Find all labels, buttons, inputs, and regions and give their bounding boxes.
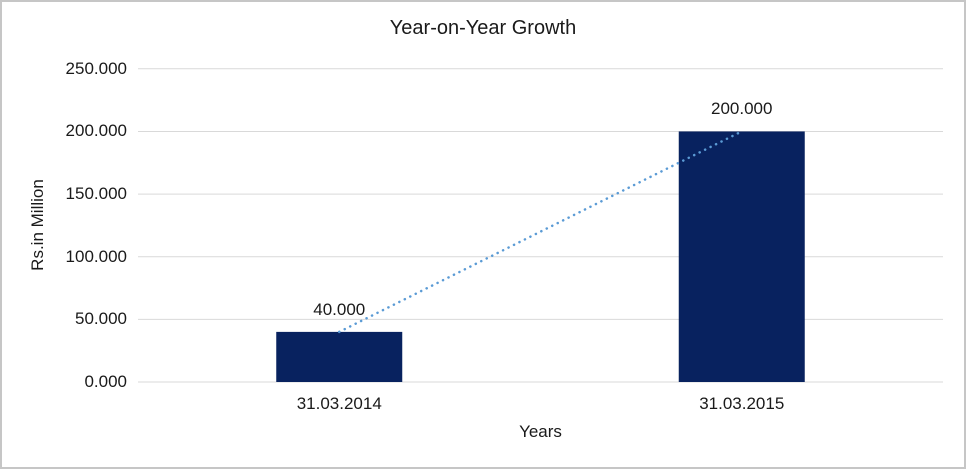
y-tick-label: 100.000	[65, 246, 127, 266]
y-tick-label: 150.000	[65, 184, 127, 204]
x-tick-label: 31.03.2014	[296, 394, 382, 413]
y-tick-label: 0.000	[84, 372, 127, 391]
bar-31.03.2015	[678, 131, 805, 382]
x-tick-label: 31.03.2015	[699, 394, 785, 413]
bar-data-label: 200.000	[711, 99, 773, 119]
x-axis-title: Years	[519, 422, 562, 441]
bar-31.03.2014	[276, 331, 403, 382]
y-tick-label: 200.000	[65, 121, 127, 141]
bar-data-label: 40.000	[313, 299, 366, 319]
trendline	[338, 130, 743, 334]
y-tick-label: 250.000	[65, 58, 127, 78]
y-tick-label: 50.000	[75, 309, 127, 329]
chart-title: Year-on-Year Growth	[389, 17, 577, 39]
